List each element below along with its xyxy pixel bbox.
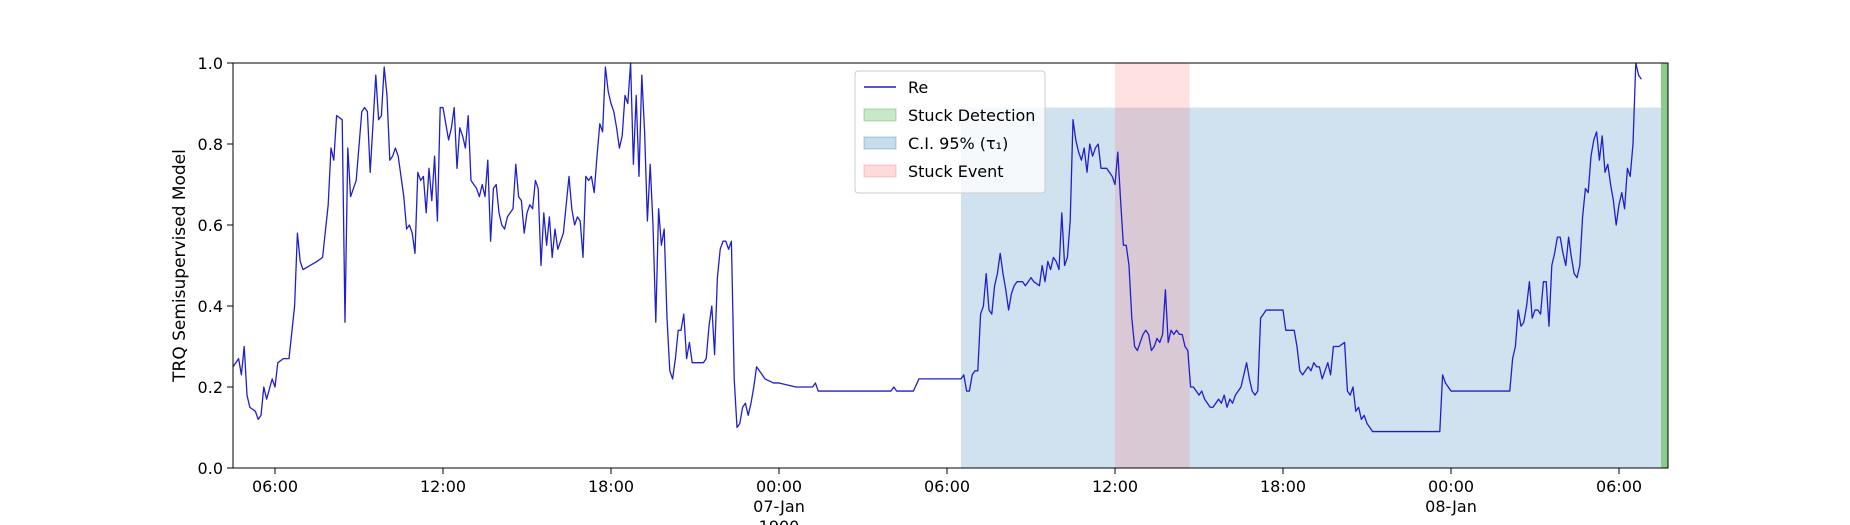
legend: Re Stuck Detection C.I. 95% (τ₁) Stuck Even… [854, 70, 1046, 194]
legend-swatch-stuck-event [863, 164, 897, 178]
x-tick-label: 06:00 [1596, 477, 1642, 496]
x-tick-label: 06:00 [252, 477, 298, 496]
x-tick-label: 06:00 [924, 477, 970, 496]
x-tick-label: 1900 [759, 517, 800, 525]
y-tick-label: 0.0 [198, 459, 223, 478]
series-line-re [232, 62, 1642, 433]
x-tick-label: 18:00 [588, 477, 634, 496]
y-axis-label: TRQ Semisupervised Model [170, 149, 190, 383]
region-stuck-detection [1661, 63, 1668, 468]
axes: 0.00.20.40.60.81.006:00 12:00 18:00 00:0007… [198, 54, 1669, 525]
region-c-i-95 [961, 107, 1661, 469]
region-stuck-event [1115, 63, 1190, 468]
legend-label-stuck-detection: Stuck Detection [908, 106, 1035, 125]
x-tick-label: 00:00 [1428, 477, 1474, 496]
legend-swatch-c-i-95 [863, 136, 897, 150]
x-tick-label: 12:00 [420, 477, 466, 496]
series-layer [232, 62, 1642, 433]
legend-box [854, 70, 1046, 194]
y-tick-label: 0.8 [198, 135, 223, 154]
y-tick-label: 1.0 [198, 54, 223, 73]
x-tick-label: 12:00 [1092, 477, 1138, 496]
x-tick-label: 08-Jan [1425, 497, 1477, 516]
x-tick-label: 18:00 [1260, 477, 1306, 496]
legend-label-stuck-event: Stuck Event [908, 162, 1004, 181]
shaded-regions [961, 63, 1668, 469]
legend-swatch-stuck-detection [863, 108, 897, 122]
y-tick-label: 0.2 [198, 378, 223, 397]
plot-frame [232, 62, 1669, 469]
y-tick-label: 0.6 [198, 216, 223, 235]
legend-label-re: Re [908, 78, 928, 97]
x-tick-label: 07-Jan [753, 497, 805, 516]
legend-label-c-i-95: C.I. 95% (τ₁) [908, 134, 1008, 153]
y-tick-label: 0.4 [198, 297, 223, 316]
x-tick-label: 00:00 [756, 477, 802, 496]
